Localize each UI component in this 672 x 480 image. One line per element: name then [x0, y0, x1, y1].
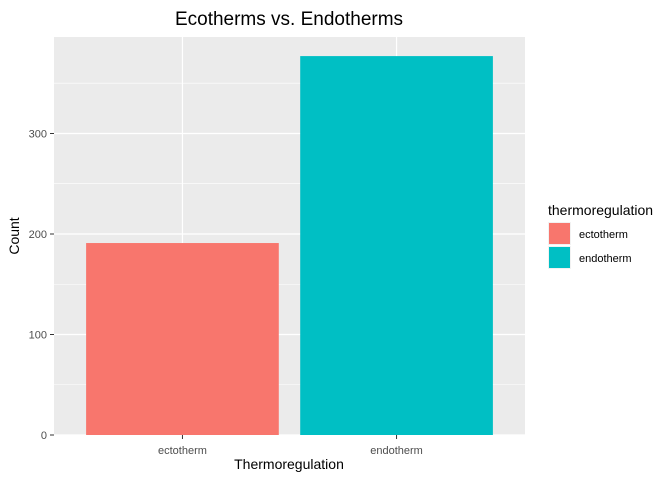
- legend-title: thermoregulation: [548, 202, 653, 218]
- chart-title: Ecotherms vs. Endotherms: [175, 9, 403, 30]
- y-tick-label: 0: [41, 430, 47, 442]
- legend-items: ectotherm endotherm: [548, 222, 632, 269]
- legend-label-endotherm: endotherm: [579, 253, 632, 265]
- y-tick-label: 100: [29, 329, 47, 341]
- bar-ectotherm: [86, 243, 279, 435]
- y-tick-label: 300: [29, 128, 47, 140]
- legend-swatch-endotherm: [549, 247, 570, 268]
- bars: [86, 56, 493, 436]
- legend-swatch-ectotherm: [549, 223, 570, 244]
- x-axis-title: Thermoregulation: [234, 456, 344, 472]
- bar-endotherm: [300, 56, 493, 436]
- x-tick-label: ectotherm: [158, 445, 207, 457]
- y-tick-label: 200: [29, 229, 47, 241]
- x-tick-label: endotherm: [370, 445, 423, 457]
- legend: thermoregulation ectotherm endotherm: [548, 202, 653, 269]
- legend-label-ectotherm: ectotherm: [579, 229, 628, 241]
- y-axis: 0 100 200 300: [29, 128, 54, 442]
- y-axis-title: Count: [6, 217, 22, 254]
- x-axis: ectotherm endotherm: [158, 435, 423, 457]
